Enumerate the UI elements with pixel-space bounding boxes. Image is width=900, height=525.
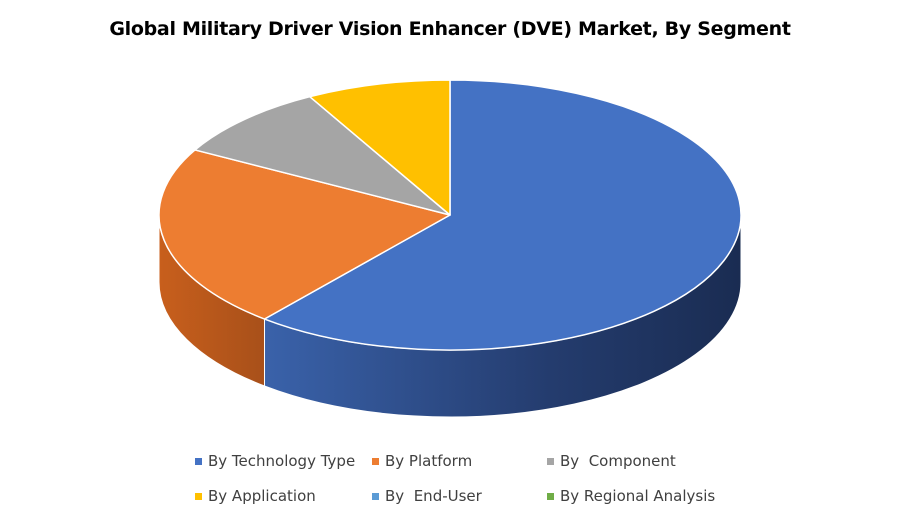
pie-slice-2 <box>158 149 451 320</box>
pie-slice-1 <box>263 79 742 351</box>
chart-title: Global Military Driver Vision Enhancer (… <box>109 18 791 40</box>
pie-slice-3 <box>194 95 451 216</box>
pie-slice-4 <box>309 79 451 216</box>
